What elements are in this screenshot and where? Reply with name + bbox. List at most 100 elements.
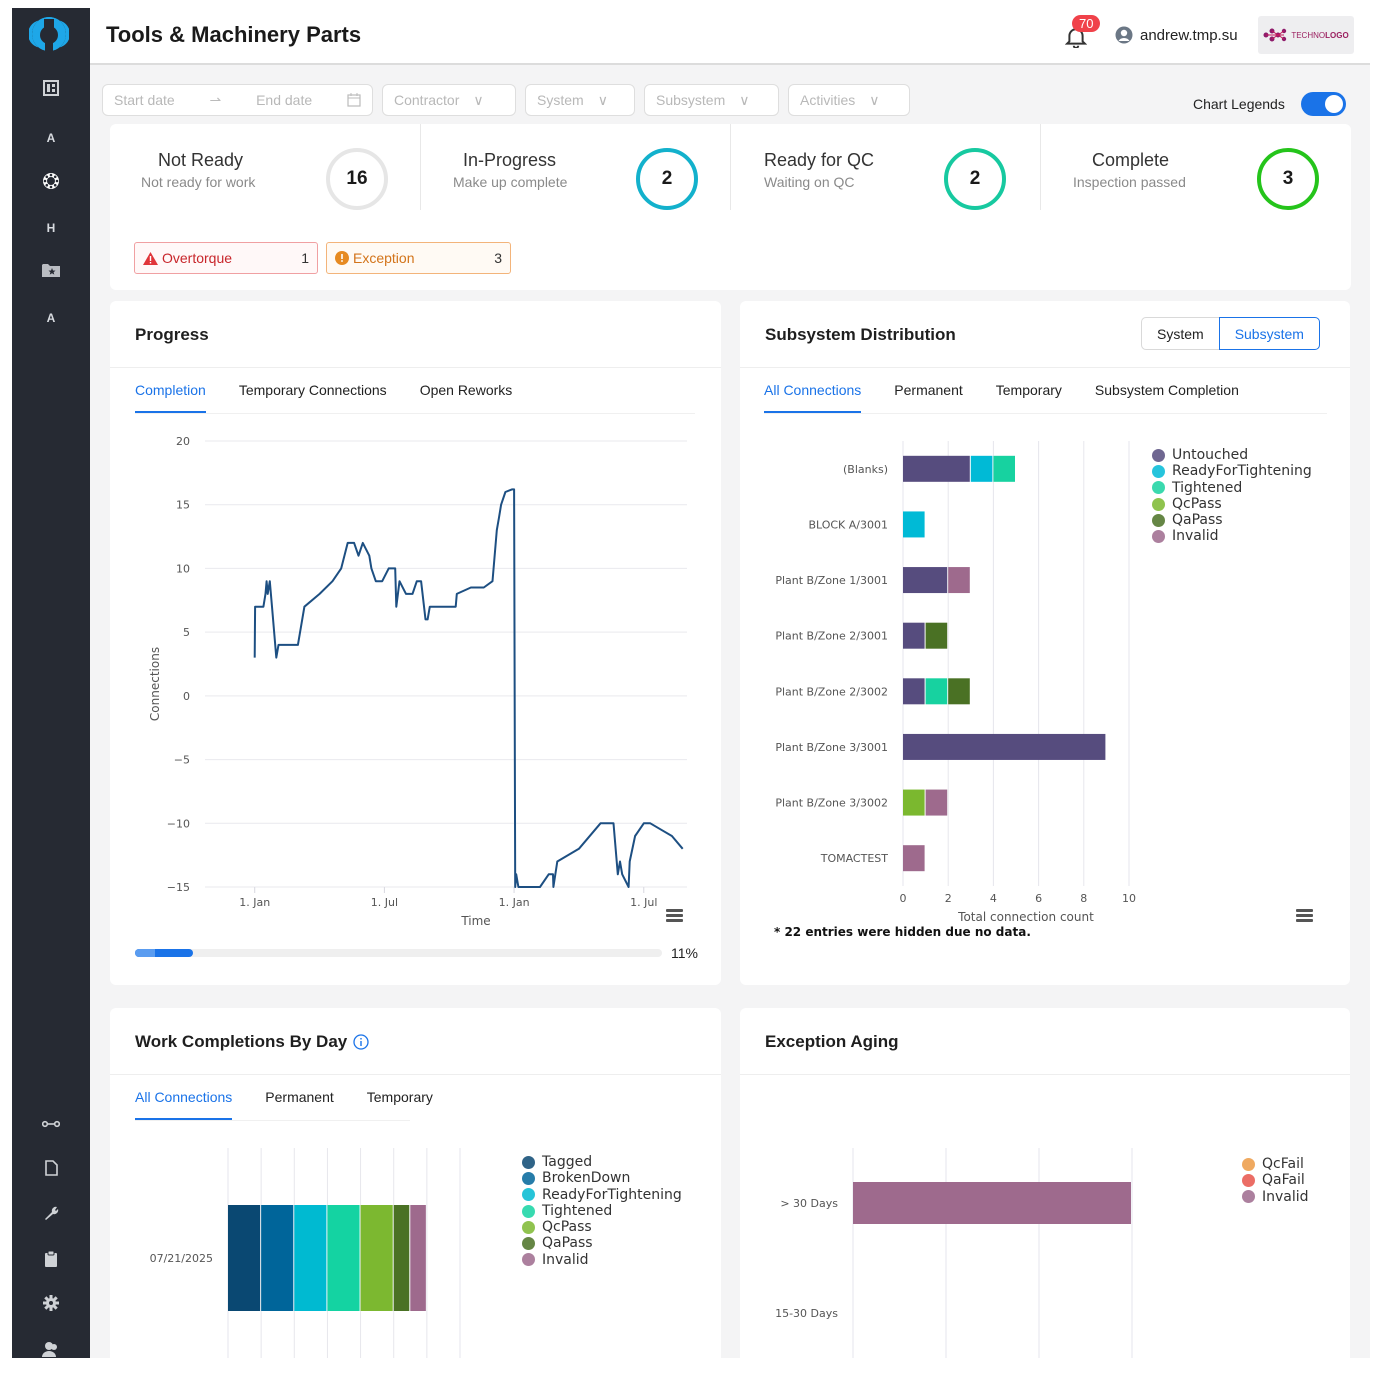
bar-tightened xyxy=(993,455,1015,482)
chart-menu-icon[interactable] xyxy=(666,909,683,922)
legend-item[interactable]: QcPass xyxy=(1152,496,1312,512)
bar-invalid xyxy=(853,1182,1131,1224)
stat-ready-for-qc[interactable]: Ready for QC Waiting on QC 2 xyxy=(731,124,1041,210)
calendar-icon[interactable] xyxy=(347,93,361,107)
legend-item[interactable]: QcPass xyxy=(522,1219,682,1235)
overtorque-alert-chip[interactable]: Overtorque 1 xyxy=(134,242,318,274)
legend-item[interactable]: Invalid xyxy=(522,1252,682,1268)
toggle-system[interactable]: System xyxy=(1141,317,1219,350)
contractor-select[interactable]: Contractor ∨ xyxy=(382,84,516,116)
date-range-picker[interactable]: Start date ⇀ End date xyxy=(102,84,373,116)
category-label: > 30 Days xyxy=(780,1197,838,1210)
bar-invalid xyxy=(948,567,970,594)
divider xyxy=(740,1074,1350,1075)
brand-text-bold: LOGO xyxy=(1325,30,1349,40)
sidebar-item-h[interactable]: H xyxy=(12,213,90,243)
legend-item[interactable]: QcFail xyxy=(1242,1156,1309,1172)
activities-select[interactable]: Activities ∨ xyxy=(788,84,910,116)
tab-temporary[interactable]: Temporary xyxy=(995,382,1062,398)
legend-item[interactable]: Invalid xyxy=(1242,1189,1309,1205)
chart-menu-icon[interactable] xyxy=(1296,909,1313,922)
sidebar-item-parts[interactable] xyxy=(12,166,90,196)
legend-item[interactable]: BrokenDown xyxy=(522,1170,682,1186)
app-logo-icon[interactable] xyxy=(29,14,69,54)
filter-bar: Start date ⇀ End date Contractor ∨ System… xyxy=(102,84,910,116)
legend-item[interactable]: Tightened xyxy=(522,1203,682,1219)
end-date-input[interactable]: End date xyxy=(256,92,313,108)
legend-dot-icon xyxy=(522,1253,535,1267)
category-label: Plant B/Zone 3/3002 xyxy=(775,797,888,810)
y-tick-label: 10 xyxy=(176,562,190,575)
bar-untouched xyxy=(903,567,948,594)
start-date-input[interactable]: Start date xyxy=(114,92,175,108)
legend-item[interactable]: QaFail xyxy=(1242,1172,1309,1188)
sidebar-item-users[interactable] xyxy=(12,1334,90,1358)
progress-tabs: Completion Temporary Connections Open Re… xyxy=(135,382,513,413)
user-menu[interactable]: andrew.tmp.su xyxy=(1115,26,1238,44)
toggle-subsystem[interactable]: Subsystem xyxy=(1218,317,1320,350)
chart-legends-switch[interactable] xyxy=(1300,92,1346,116)
progress-percent: 11% xyxy=(671,945,698,961)
category-label: 07/21/2025 xyxy=(150,1252,213,1265)
sidebar-item-settings[interactable] xyxy=(12,1288,90,1318)
legend-item[interactable]: ReadyForTightening xyxy=(1152,463,1312,479)
sidebar-item-documents[interactable] xyxy=(12,1153,90,1183)
tab-temporary-connections[interactable]: Temporary Connections xyxy=(238,382,387,398)
tab-open-reworks[interactable]: Open Reworks xyxy=(419,382,513,398)
tab-permanent[interactable]: Permanent xyxy=(894,382,963,398)
exception-aging-card: Exception Aging > 30 Days 15-30 Days QcFa… xyxy=(740,1008,1350,1358)
sidebar-item-clipboard[interactable] xyxy=(12,1244,90,1274)
legend-item[interactable]: Untouched xyxy=(1152,447,1312,463)
stat-subtitle: Inspection passed xyxy=(1073,174,1186,190)
x-tick-label: 1. Jul xyxy=(371,896,398,909)
stat-complete[interactable]: Complete Inspection passed 3 xyxy=(1041,124,1351,210)
wrench-icon xyxy=(45,1206,59,1220)
category-label: Plant B/Zone 2/3002 xyxy=(775,685,888,698)
x-axis-label: Total connection count xyxy=(957,910,1094,924)
subsystem-tabs: All Connections Permanent Temporary Subs… xyxy=(764,382,1239,413)
exception-alert-chip[interactable]: Exception 3 xyxy=(326,242,511,274)
divider xyxy=(730,124,731,210)
bar-readyfortightening xyxy=(970,455,993,482)
activities-select-label: Activities xyxy=(800,92,856,108)
sidebar-item-tools[interactable] xyxy=(12,1198,90,1228)
stat-not-ready[interactable]: Not Ready Not ready for work 16 xyxy=(110,124,420,210)
legend-dot-icon xyxy=(522,1155,535,1169)
legend-dot-icon xyxy=(1152,464,1165,478)
legend-item[interactable]: QaPass xyxy=(522,1235,682,1251)
tab-completion[interactable]: Completion xyxy=(135,382,206,413)
stat-in-progress[interactable]: In-Progress Make up complete 2 xyxy=(421,124,731,210)
bar-readyfortightening xyxy=(903,511,925,538)
sidebar-item-dashboard[interactable] xyxy=(12,73,90,103)
subsystem-distribution-title: Subsystem Distribution xyxy=(765,325,956,344)
sidebar-item-a-1[interactable]: A xyxy=(12,123,90,153)
system-select[interactable]: System ∨ xyxy=(525,84,635,116)
category-label: (Blanks) xyxy=(843,463,888,476)
sidebar-item-a-2[interactable]: A xyxy=(12,303,90,333)
info-icon[interactable] xyxy=(353,1034,369,1050)
sidebar-item-favorites[interactable] xyxy=(12,255,90,285)
notification-badge[interactable]: 70 xyxy=(1072,15,1101,32)
legend-item[interactable]: Tagged xyxy=(522,1154,682,1170)
stat-count-ring: 16 xyxy=(326,148,388,210)
tab-all-connections[interactable]: All Connections xyxy=(135,1089,233,1120)
legend-dot-icon xyxy=(522,1171,535,1185)
alert-label: Exception xyxy=(353,250,415,266)
y-tick-label: 0 xyxy=(183,690,190,703)
sidebar-item-connections[interactable] xyxy=(12,1109,90,1139)
legend-item[interactable]: QaPass xyxy=(1152,512,1312,528)
progress-card: Progress Completion Temporary Connection… xyxy=(110,301,721,985)
progress-bar-track xyxy=(135,949,662,957)
brand-text-light: TECHNO xyxy=(1291,30,1326,40)
tab-subsystem-completion[interactable]: Subsystem Completion xyxy=(1094,382,1239,398)
tab-all-connections[interactable]: All Connections xyxy=(764,382,862,413)
star-folder-icon xyxy=(42,263,60,277)
legend-item[interactable]: ReadyForTightening xyxy=(522,1187,682,1203)
tab-permanent[interactable]: Permanent xyxy=(265,1089,334,1105)
legend-item[interactable]: Invalid xyxy=(1152,528,1312,544)
x-tick-label: 1. Jul xyxy=(630,896,657,909)
tab-temporary[interactable]: Temporary xyxy=(366,1089,433,1105)
subsystem-select[interactable]: Subsystem ∨ xyxy=(644,84,779,116)
divider xyxy=(110,1074,721,1075)
legend-item[interactable]: Tightened xyxy=(1152,480,1312,496)
